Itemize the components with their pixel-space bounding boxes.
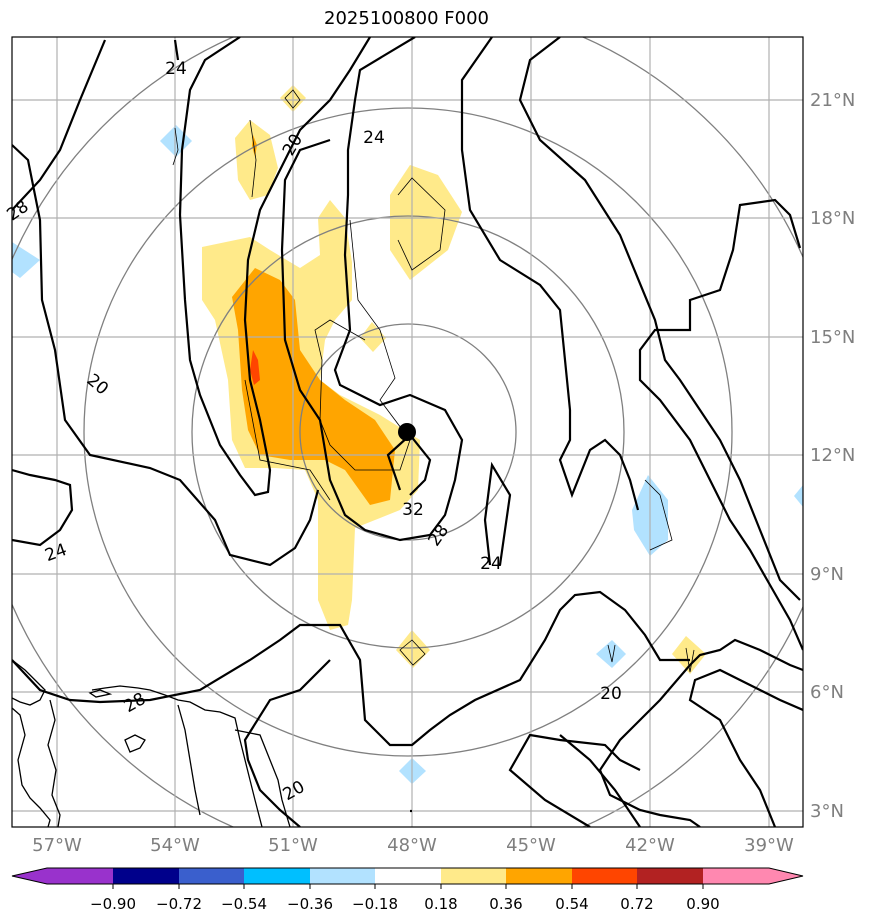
contour-label: 24 <box>42 540 69 566</box>
colorbar-tick: 0.18 <box>424 895 457 913</box>
storm-center-marker <box>398 423 416 441</box>
shaded-field <box>12 85 803 784</box>
map-plot-area <box>12 37 803 827</box>
colorbar-tick: −0.54 <box>221 895 267 913</box>
colorbar-tick: −0.18 <box>352 895 398 913</box>
colorbar-bin <box>179 868 244 884</box>
colorbar-bin <box>441 868 506 884</box>
contour-label: 28 <box>3 197 32 226</box>
x-tick-label: 51°W <box>268 835 318 856</box>
colorbar-bin <box>703 868 769 884</box>
colorbar-bin <box>637 868 703 884</box>
colorbar-tick: 0.72 <box>620 895 653 913</box>
colorbar-bin <box>310 868 375 884</box>
contour-label: 24 <box>165 59 187 79</box>
x-axis-ticks: 57°W 54°W 51°W 48°W 45°W 42°W 39°W <box>32 835 794 856</box>
colorbar-extend-max <box>769 868 803 884</box>
contour-label: 20 <box>279 131 307 160</box>
contour-label: 20 <box>600 684 622 704</box>
range-rings <box>12 37 803 827</box>
x-tick-label: 48°W <box>387 835 437 856</box>
colorbar-tick: 0.54 <box>555 895 588 913</box>
x-tick-label: 42°W <box>625 835 675 856</box>
colorbar-tick: 0.36 <box>489 895 522 913</box>
y-tick-label: 21°N <box>810 90 855 111</box>
y-tick-label: 12°N <box>810 445 855 466</box>
y-tick-label: 3°N <box>810 801 844 822</box>
y-axis-ticks: 21°N 18°N 15°N 12°N 9°N 6°N 3°N <box>810 90 855 822</box>
colorbar-tick: −0.72 <box>156 895 202 913</box>
contour-label: 28 <box>121 689 150 717</box>
colorbar-outline <box>11 867 804 885</box>
y-tick-label: 15°N <box>810 327 855 348</box>
contour-label: 20 <box>83 370 112 399</box>
contour-label: 24 <box>480 554 502 574</box>
colorbar-tick: 0.90 <box>686 895 719 913</box>
y-tick-label: 18°N <box>810 208 855 229</box>
coastline <box>12 659 291 827</box>
x-tick-label: 45°W <box>506 835 556 856</box>
colorbar-tick: −0.90 <box>90 895 136 913</box>
colorbar-bin <box>506 868 572 884</box>
y-tick-label: 6°N <box>810 682 844 703</box>
map-frame <box>11 36 804 828</box>
colorbar: −0.90 −0.72 −0.54 −0.36 −0.18 0.18 0.36 … <box>11 867 804 913</box>
contour-label: 28 <box>424 521 453 550</box>
colorbar-bin <box>113 868 179 884</box>
colorbar-bin <box>244 868 310 884</box>
colorbar-extend-min <box>12 868 47 884</box>
map-title: 2025100800 F000 <box>324 8 489 29</box>
contour-label: 32 <box>402 500 424 520</box>
colorbar-bin <box>572 868 637 884</box>
x-tick-label: 54°W <box>150 835 200 856</box>
colorbar-bin <box>47 868 113 884</box>
contour-label: 20 <box>280 777 309 805</box>
thick-contours <box>12 37 803 827</box>
thin-contours <box>172 89 695 673</box>
graticule <box>12 37 803 827</box>
x-tick-label: 39°W <box>744 835 794 856</box>
x-tick-label: 57°W <box>32 835 82 856</box>
colorbar-tick: −0.36 <box>287 895 333 913</box>
contour-label: 24 <box>363 128 385 148</box>
colorbar-bin <box>375 868 441 884</box>
y-tick-label: 9°N <box>810 564 844 585</box>
